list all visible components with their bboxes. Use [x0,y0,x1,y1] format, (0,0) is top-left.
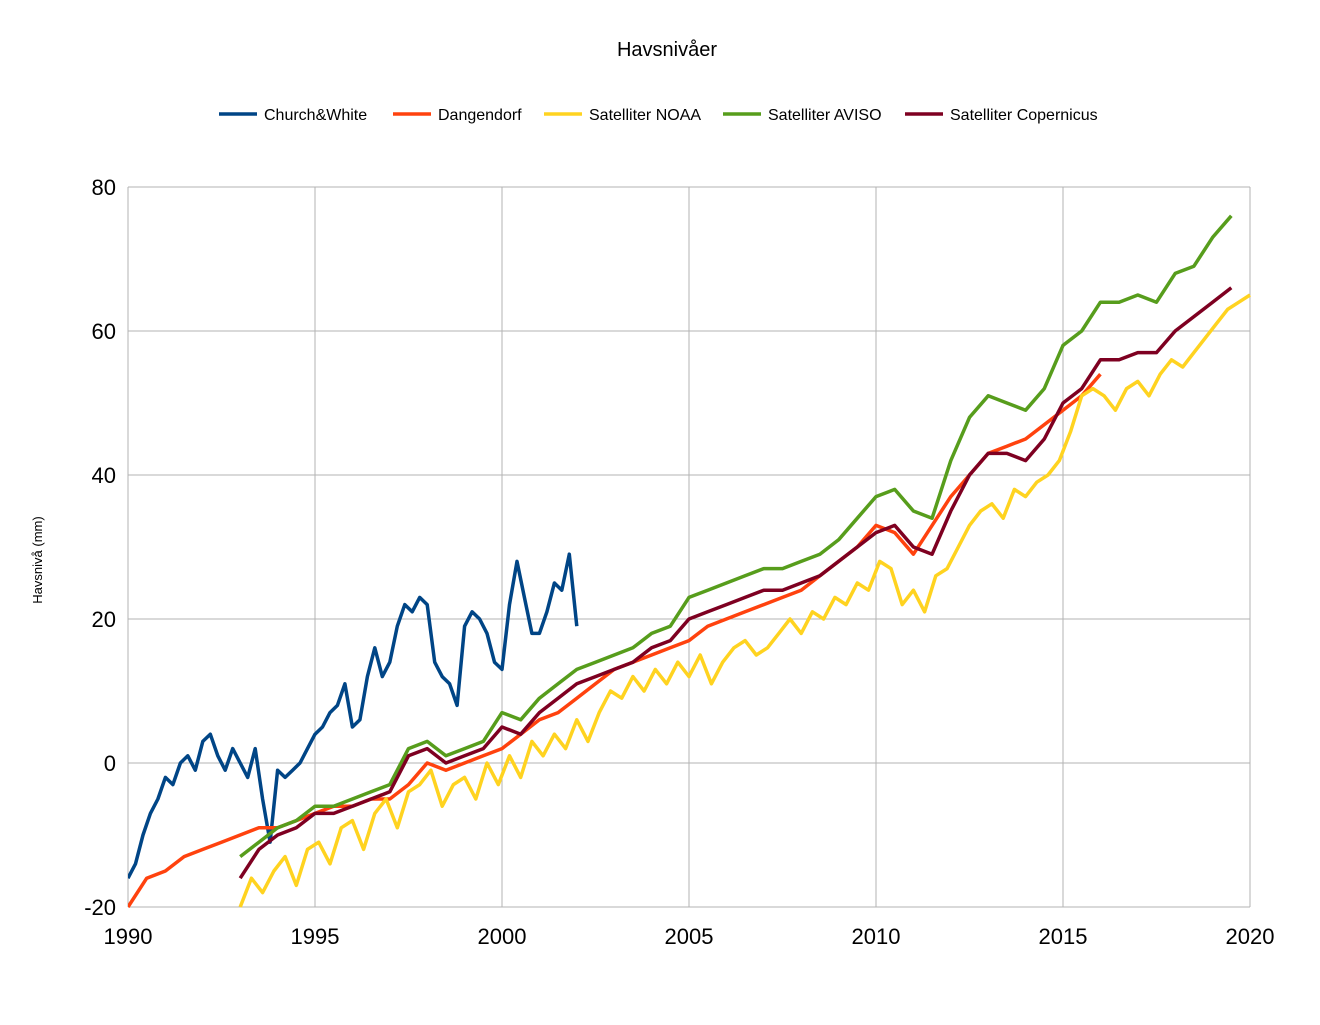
y-tick-label: -20 [84,895,116,920]
series-line-2 [238,293,1251,908]
legend-label: Satelliter NOAA [589,107,701,124]
y-tick-label: 20 [92,607,116,632]
chart-title: Havsnivåer [617,39,717,61]
x-tick-label: 2010 [852,924,901,949]
x-tick-label: 2005 [665,924,714,949]
x-tick-label: 2000 [478,924,527,949]
x-tick-label: 2020 [1226,924,1275,949]
series-line-3 [239,214,1233,858]
legend-label: Satelliter AVISO [768,107,882,124]
legend-label: Dangendorf [438,107,522,124]
x-tick-label: 1990 [104,924,153,949]
y-tick-label: 40 [92,463,116,488]
y-tick-label: 60 [92,319,116,344]
x-tick-label: 1995 [291,924,340,949]
gridlines [127,186,1251,908]
y-axis-label: Havsnivå (mm) [30,516,45,603]
series-line-4 [238,286,1233,880]
legend-label: Satelliter Copernicus [950,107,1098,124]
y-tick-label: 0 [104,751,116,776]
series-line-0 [128,552,579,880]
x-tick-label: 2015 [1039,924,1088,949]
series-group [128,214,1251,908]
legend: Church&White Dangendorf Satelliter NOAA Sat… [219,107,1098,124]
y-tick-label: 80 [92,175,116,200]
legend-label: Church&White [264,107,367,124]
axis-ticks: 80 60 40 20 0 -20 1990 1995 2000 2005 2010 2015 2020 [84,175,1274,949]
